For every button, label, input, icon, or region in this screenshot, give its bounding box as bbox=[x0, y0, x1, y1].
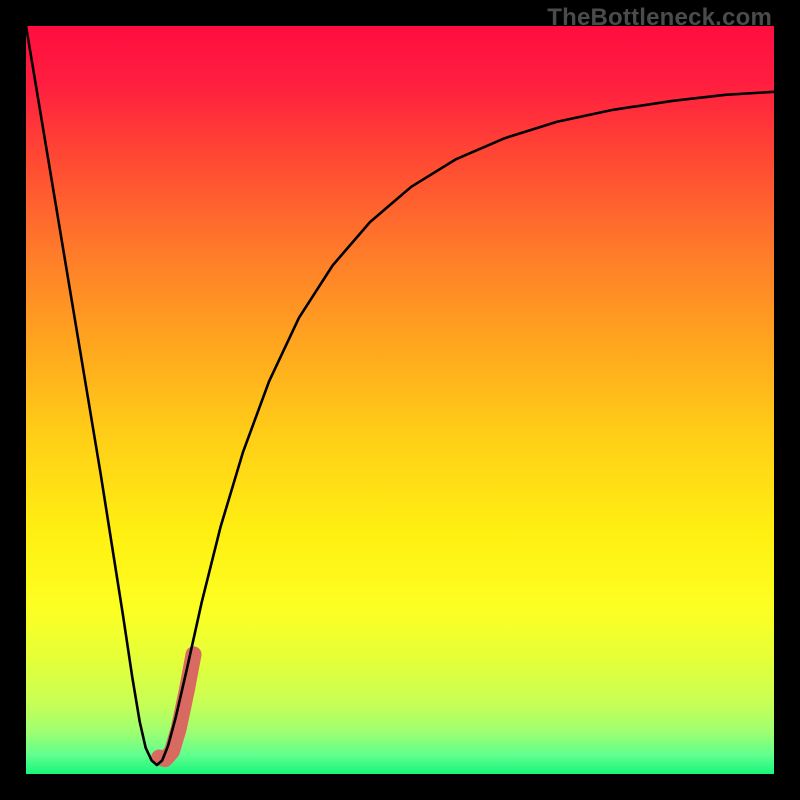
highlight-stroke bbox=[159, 654, 193, 759]
curve-layer bbox=[26, 26, 774, 774]
chart-frame: TheBottleneck.com bbox=[0, 0, 800, 800]
watermark-text: TheBottleneck.com bbox=[547, 4, 772, 32]
plot-area bbox=[26, 26, 774, 774]
bottleneck-curve bbox=[26, 26, 774, 765]
